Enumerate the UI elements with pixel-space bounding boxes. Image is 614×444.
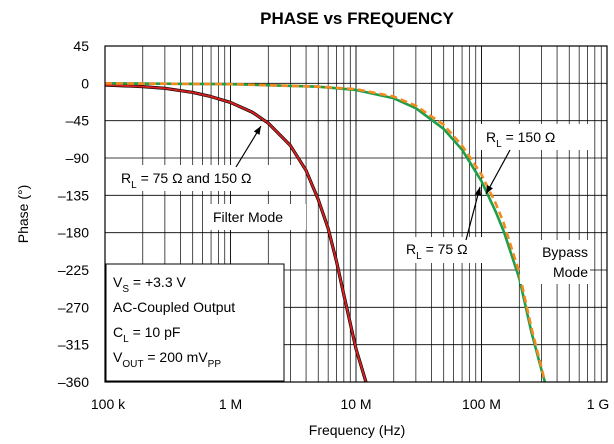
y-tick-label: –90 <box>66 150 90 166</box>
condition-line: CL = 10 pF <box>113 324 180 345</box>
y-tick-labels: 45 0 –45 –90 –135 –180 –225 –270 –315 –360 <box>58 38 89 390</box>
condition-line: VS = +3.3 V <box>113 274 186 295</box>
ann-bypass-1: Bypass <box>542 244 588 260</box>
x-tick-label: 10 M <box>340 396 371 412</box>
chart-title: PHASE vs FREQUENCY <box>260 9 454 28</box>
y-tick-label: –180 <box>58 225 89 241</box>
y-tick-label: 0 <box>81 75 89 91</box>
y-axis-label: Phase (°) <box>15 185 31 244</box>
ann-rl150: RL = 150 Ω <box>486 129 555 150</box>
arrow-rl75-150 <box>235 125 262 168</box>
plot-frame <box>104 45 608 383</box>
arrow-rl150 <box>485 149 511 195</box>
ann-rl75-150: RL = 75 Ω and 150 Ω <box>121 170 251 191</box>
y-tick-label: –360 <box>58 374 89 390</box>
x-tick-label: 1 M <box>219 396 242 412</box>
condition-line: AC-Coupled Output <box>113 299 235 315</box>
ann-filter-bg <box>206 204 306 230</box>
ann-rl75-150-bg <box>116 165 300 191</box>
annotations: RL = 75 Ω and 150 Ω Filter Mode RL = 150 Ω… <box>116 124 590 284</box>
x-tick-label: 1 G <box>587 396 610 412</box>
ann-rl150-bg <box>476 124 588 150</box>
ann-rl75: RL = 75 Ω <box>406 241 468 262</box>
y-tick-label: –225 <box>58 262 89 278</box>
series-line-2 <box>105 83 367 382</box>
x-tick-labels: 100 k 1 M 10 M 100 M 1 G <box>91 396 609 412</box>
y-tick-label: –270 <box>58 299 89 315</box>
series-lines <box>105 82 547 382</box>
ann-bypass-1-bg <box>520 240 590 284</box>
conditions-box-frame <box>105 263 285 382</box>
x-tick-label: 100 k <box>91 396 126 412</box>
x-axis-label: Frequency (Hz) <box>309 422 405 438</box>
conditions-box: VS = +3.3 V AC-Coupled Output CL = 10 pF VO… <box>105 263 285 382</box>
ann-rl75-bg <box>400 237 500 263</box>
y-tick-label: –45 <box>66 113 90 129</box>
x-tick-label: 100 M <box>462 396 501 412</box>
y-tick-label: –135 <box>58 187 89 203</box>
arrow-rl75 <box>465 186 482 241</box>
series-line-4 <box>105 82 547 382</box>
condition-line: VOUT = 200 mVPP <box>113 349 221 370</box>
y-tick-label: –315 <box>58 337 89 353</box>
ann-bypass-2: Mode <box>553 264 588 280</box>
y-tick-label: 45 <box>73 38 89 54</box>
ann-filter: Filter Mode <box>213 209 283 225</box>
